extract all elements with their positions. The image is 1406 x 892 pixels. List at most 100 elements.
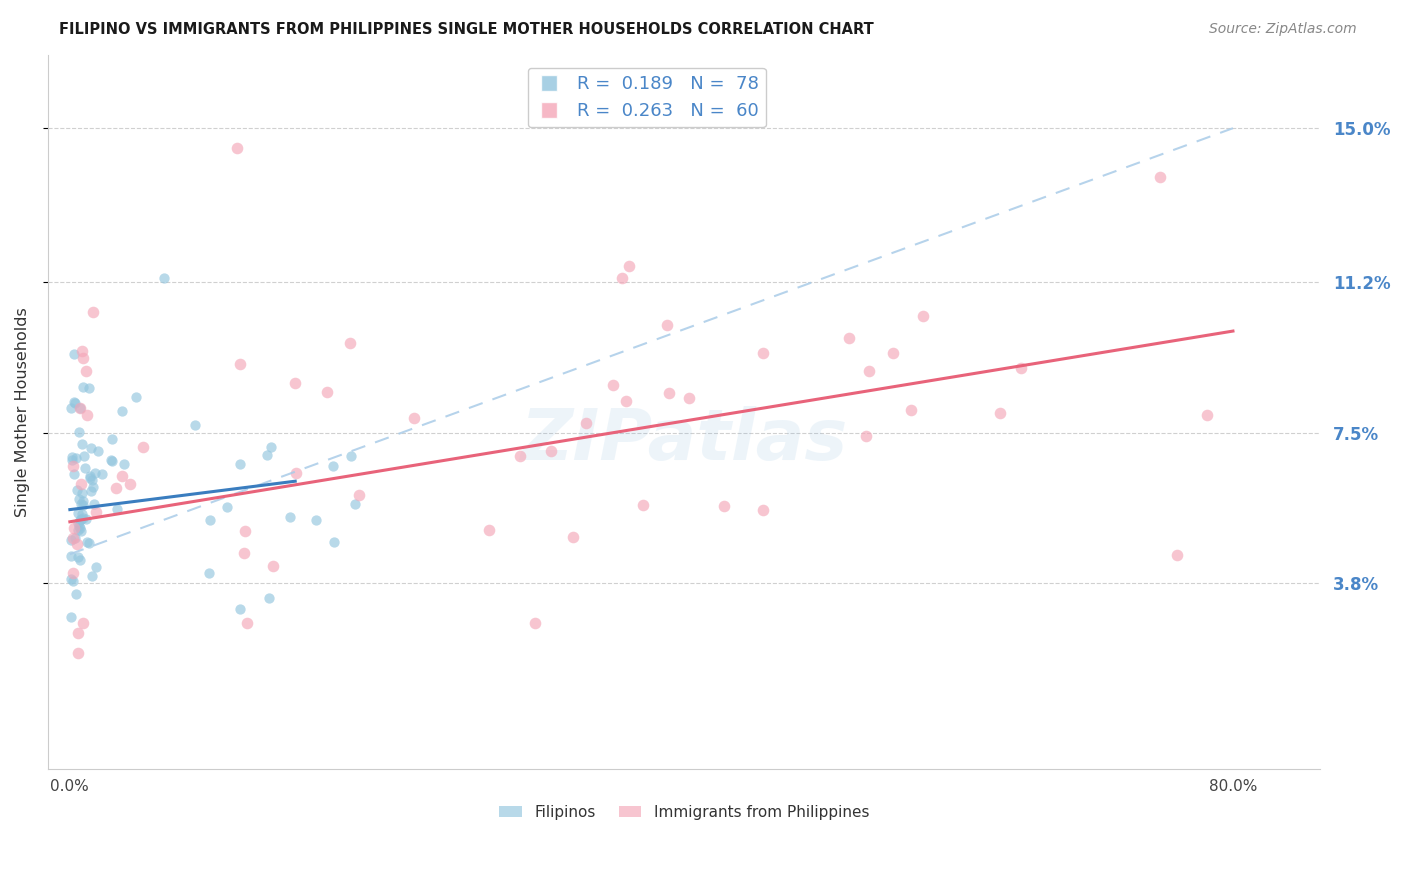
Point <box>79 442 101 456</box>
Point <box>67 425 90 439</box>
Legend: Filipinos, Immigrants from Philippines: Filipinos, Immigrants from Philippines <box>494 798 876 826</box>
Point <box>1010 361 1032 376</box>
Point <box>67 625 90 640</box>
Point <box>84 467 107 481</box>
Point <box>229 457 252 471</box>
Point <box>229 602 252 616</box>
Point <box>84 559 107 574</box>
Point <box>617 260 640 274</box>
Point <box>62 574 84 589</box>
Point <box>198 513 221 527</box>
Point <box>72 493 94 508</box>
Point <box>60 609 83 624</box>
Point <box>339 335 361 350</box>
Point <box>111 404 134 418</box>
Point <box>235 615 257 630</box>
Point <box>524 616 547 631</box>
Point <box>60 549 83 564</box>
Point <box>257 591 280 606</box>
Point <box>72 351 94 365</box>
Point <box>73 450 96 464</box>
Point <box>101 432 124 446</box>
Point <box>540 444 562 458</box>
Point <box>323 535 346 549</box>
Point <box>478 523 501 537</box>
Point <box>66 549 89 564</box>
Text: FILIPINO VS IMMIGRANTS FROM PHILIPPINES SINGLE MOTHER HOUSEHOLDS CORRELATION CHA: FILIPINO VS IMMIGRANTS FROM PHILIPPINES … <box>59 22 873 37</box>
Point <box>60 401 83 415</box>
Point <box>76 534 98 549</box>
Point <box>77 536 100 550</box>
Point <box>105 502 128 516</box>
Point <box>72 379 94 393</box>
Point <box>340 450 363 464</box>
Point <box>343 497 366 511</box>
Point <box>631 498 654 512</box>
Point <box>65 451 87 466</box>
Point <box>70 477 93 491</box>
Point <box>285 466 308 480</box>
Point <box>858 363 880 377</box>
Point <box>912 309 935 323</box>
Text: ZIPatlas: ZIPatlas <box>520 406 848 475</box>
Point <box>658 386 681 401</box>
Point <box>349 488 371 502</box>
Point <box>1149 169 1171 184</box>
Point <box>69 513 91 527</box>
Point <box>184 417 207 432</box>
Point <box>69 553 91 567</box>
Point <box>77 381 100 395</box>
Point <box>233 545 256 559</box>
Point <box>60 453 83 467</box>
Point <box>655 318 678 332</box>
Point <box>304 513 326 527</box>
Point <box>70 436 93 450</box>
Point <box>65 396 87 410</box>
Point <box>855 429 877 443</box>
Point <box>132 440 155 454</box>
Point <box>66 516 89 530</box>
Point <box>70 507 93 521</box>
Point <box>63 394 86 409</box>
Point <box>1197 408 1219 422</box>
Point <box>67 506 90 520</box>
Point <box>69 521 91 535</box>
Point <box>614 393 637 408</box>
Point <box>82 480 104 494</box>
Point <box>67 491 90 506</box>
Point <box>69 512 91 526</box>
Point <box>284 376 307 390</box>
Y-axis label: Single Mother Households: Single Mother Households <box>15 308 30 517</box>
Point <box>233 524 256 538</box>
Point <box>882 346 904 360</box>
Point <box>125 390 148 404</box>
Point <box>80 473 103 487</box>
Point <box>72 511 94 525</box>
Point <box>262 559 284 574</box>
Point <box>79 468 101 483</box>
Point <box>63 467 86 481</box>
Point <box>678 391 700 405</box>
Point <box>404 410 426 425</box>
Point <box>72 615 94 630</box>
Point <box>67 518 90 533</box>
Point <box>226 141 249 155</box>
Point <box>315 384 337 399</box>
Point <box>509 449 531 463</box>
Text: Source: ZipAtlas.com: Source: ZipAtlas.com <box>1209 22 1357 37</box>
Point <box>62 531 84 545</box>
Point <box>73 461 96 475</box>
Point <box>60 450 83 465</box>
Point <box>87 443 110 458</box>
Point <box>752 503 775 517</box>
Point <box>63 347 86 361</box>
Point <box>72 498 94 512</box>
Point <box>84 506 107 520</box>
Point <box>1166 548 1188 562</box>
Point <box>153 271 176 285</box>
Point <box>278 510 301 524</box>
Point <box>82 304 104 318</box>
Point <box>575 417 598 431</box>
Point <box>100 454 122 468</box>
Point <box>198 566 221 580</box>
